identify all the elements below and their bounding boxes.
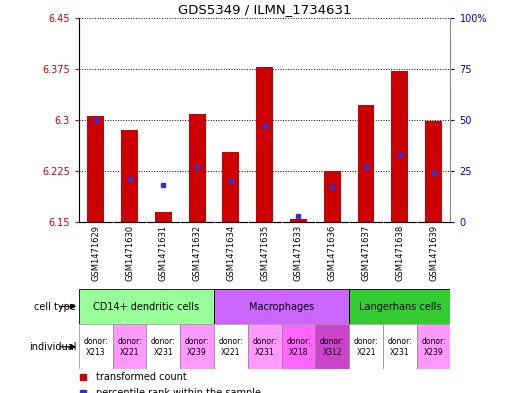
Bar [180, 324, 214, 369]
Text: donor:
X221: donor: X221 [354, 337, 378, 356]
Bar [349, 289, 450, 324]
Text: donor:
X231: donor: X231 [387, 337, 412, 356]
Text: CD14+ dendritic cells: CD14+ dendritic cells [93, 301, 200, 312]
Bar [425, 121, 442, 222]
Bar [214, 289, 349, 324]
Text: donor:
X239: donor: X239 [421, 337, 446, 356]
Bar [88, 116, 104, 222]
Text: percentile rank within the sample: percentile rank within the sample [96, 388, 261, 393]
Text: donor:
X239: donor: X239 [185, 337, 209, 356]
Bar [417, 324, 450, 369]
Bar [256, 67, 273, 222]
Text: individual: individual [29, 342, 76, 352]
Bar [121, 130, 138, 222]
Bar [281, 324, 316, 369]
Bar [349, 324, 383, 369]
Bar [155, 212, 172, 222]
Bar [147, 324, 180, 369]
Bar [189, 114, 206, 222]
Text: Macrophages: Macrophages [249, 301, 314, 312]
Text: cell type: cell type [35, 301, 76, 312]
Title: GDS5349 / ILMN_1734631: GDS5349 / ILMN_1734631 [178, 4, 351, 17]
Bar [391, 71, 408, 222]
Text: donor:
X231: donor: X231 [151, 337, 176, 356]
Bar [79, 289, 214, 324]
Bar [222, 152, 239, 222]
Bar [248, 324, 281, 369]
Bar [383, 324, 417, 369]
Text: donor:
X231: donor: X231 [252, 337, 277, 356]
Bar [357, 105, 375, 222]
Text: donor:
X218: donor: X218 [286, 337, 311, 356]
Text: donor:
X312: donor: X312 [320, 337, 345, 356]
Bar [214, 324, 248, 369]
Bar [79, 324, 112, 369]
Bar [316, 324, 349, 369]
Text: donor:
X221: donor: X221 [218, 337, 243, 356]
Text: donor:
X221: donor: X221 [117, 337, 142, 356]
Bar [290, 219, 307, 222]
Text: donor:
X213: donor: X213 [83, 337, 108, 356]
Text: transformed count: transformed count [96, 372, 186, 382]
Bar [112, 324, 147, 369]
Bar [324, 171, 341, 222]
Text: Langerhans cells: Langerhans cells [358, 301, 441, 312]
